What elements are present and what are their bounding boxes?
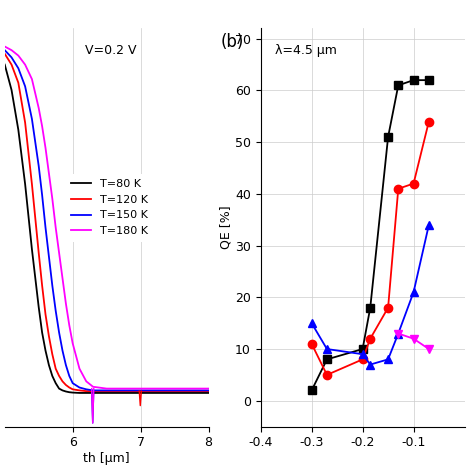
T=120 K [83,388,89,394]
Line: T=80 K: T=80 K [5,64,209,393]
T=150 K [77,385,82,391]
T=80 K [70,390,75,395]
T=150 K [9,55,14,60]
T=80 K [77,390,82,396]
T=150 K [70,380,75,386]
T=120 K [46,333,52,339]
T=150 K [66,373,72,379]
T=80 K [43,348,48,354]
Line: T=120 K: T=120 K [5,54,209,391]
T=180 K [60,275,65,281]
T=180 K [36,105,42,111]
T=80 K [36,304,42,310]
T=180 K [206,386,211,392]
T=80 K [83,390,89,396]
T=150 K [2,47,8,53]
T=180 K [46,170,52,176]
T=150 K [53,308,59,314]
T=150 K [46,254,52,259]
T=180 K [2,44,8,49]
T=120 K [77,388,82,393]
Line: T=150 K: T=150 K [5,50,209,391]
T=120 K [70,386,75,392]
T=80 K [2,62,8,67]
T=120 K [66,385,72,391]
T=180 K [43,145,48,151]
Line: T=180 K: T=180 K [5,46,209,389]
T=80 K [56,386,62,392]
T=150 K [39,192,45,198]
T=80 K [53,380,59,386]
Text: λ=4.5 μm: λ=4.5 μm [275,45,337,57]
T=180 K [39,123,45,129]
T=150 K [63,362,69,368]
T=80 K [60,388,65,393]
T=150 K [22,83,28,89]
T=180 K [90,384,96,390]
T=80 K [16,127,21,133]
T=180 K [70,340,75,346]
T=180 K [49,196,55,201]
T=180 K [104,386,109,392]
T=150 K [83,386,89,392]
X-axis label: th [μm]: th [μm] [83,452,130,465]
T=80 K [39,329,45,335]
T=180 K [66,322,72,328]
T=120 K [16,80,21,86]
T=180 K [83,379,89,384]
T=80 K [49,373,55,379]
T=120 K [53,366,59,372]
T=150 K [43,225,48,230]
T=80 K [104,390,109,396]
T=120 K [206,388,211,394]
T=120 K [36,250,42,255]
T=180 K [53,225,59,230]
T=120 K [49,351,55,357]
T=120 K [90,388,96,394]
T=150 K [16,65,21,71]
T=80 K [29,246,35,252]
T=150 K [60,348,65,354]
T=180 K [63,301,69,306]
T=80 K [63,389,69,394]
T=180 K [22,62,28,67]
T=180 K [9,47,14,53]
T=80 K [138,390,144,396]
T=120 K [29,181,35,187]
T=80 K [206,390,211,396]
T=180 K [29,76,35,82]
T=80 K [46,362,52,368]
Text: (b): (b) [220,33,244,51]
T=150 K [29,116,35,122]
T=120 K [138,388,144,394]
T=150 K [56,329,62,335]
T=180 K [16,53,21,58]
T=150 K [36,163,42,169]
T=120 K [60,379,65,384]
T=120 K [56,373,62,379]
T=120 K [39,283,45,288]
Legend: T=80 K, T=120 K, T=150 K, T=180 K: T=80 K, T=120 K, T=150 K, T=180 K [65,174,153,241]
T=80 K [22,181,28,187]
T=80 K [90,390,96,396]
Y-axis label: QE [%]: QE [%] [219,206,232,249]
T=180 K [56,250,62,255]
T=150 K [90,388,96,393]
T=120 K [43,311,48,317]
T=120 K [2,51,8,56]
T=180 K [77,366,82,372]
T=180 K [138,386,144,392]
T=80 K [9,87,14,93]
T=120 K [22,120,28,126]
T=120 K [63,382,69,388]
T=150 K [104,388,109,393]
T=150 K [49,283,55,288]
T=120 K [104,388,109,394]
T=150 K [206,388,211,393]
Text: V=0.2 V: V=0.2 V [85,45,137,57]
T=120 K [9,62,14,67]
T=150 K [138,388,144,393]
T=80 K [66,389,72,395]
